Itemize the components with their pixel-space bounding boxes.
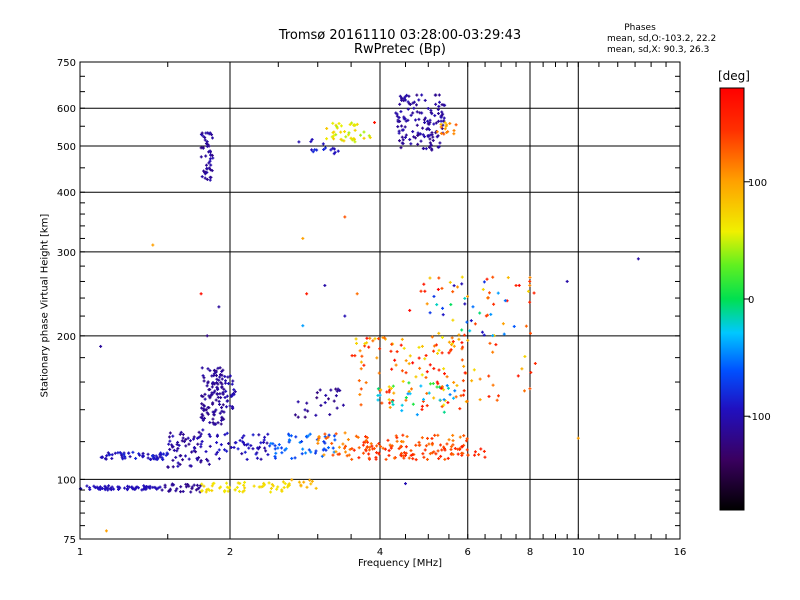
axis-ticks: 1 2 4 6 8 10 16 75 100 200 300 400 500 600 750 (57, 58, 686, 558)
colorbar (719, 87, 745, 511)
x-tick-label-1: 2 (227, 547, 233, 558)
phases-title: Phases (624, 23, 656, 33)
colorbar-tick-label-1: 0 (748, 295, 754, 306)
y-tick-label-0: 75 (63, 535, 76, 546)
plot-grid (80, 62, 680, 539)
y-tick-label-6: 600 (57, 104, 76, 115)
chart-title: Tromsø 20161110 03:28:00-03:29:43 (278, 28, 522, 43)
colorbar-tick-label-0: 100 (748, 178, 767, 189)
x-tick-label-4: 8 (527, 547, 533, 558)
y-tick-label-1: 100 (57, 475, 76, 486)
x-tick-label-5: 10 (572, 547, 585, 558)
colorbar-ticks: 100 0 -100 (744, 178, 771, 423)
phase-stat-o: mean, sd,O:-103.2, 22.2 (607, 34, 717, 44)
y-tick-label-4: 400 (57, 188, 76, 199)
y-tick-label-3: 300 (57, 248, 76, 259)
x-tick-label-6: 16 (674, 547, 687, 558)
colorbar-tick-label-2: -100 (748, 412, 771, 423)
y-tick-label-5: 500 (57, 142, 76, 153)
data-points (78, 93, 640, 533)
x-axis-label: Frequency [MHz] (357, 558, 443, 569)
phase-stat-x: mean, sd,X: 90.3, 26.3 (607, 45, 710, 55)
x-tick-label-3: 6 (465, 547, 471, 558)
y-tick-label-2: 200 (57, 332, 76, 343)
y-tick-label-7: 750 (57, 58, 76, 69)
colorbar-unit: [deg] (718, 69, 750, 83)
x-tick-label-0: 1 (77, 547, 83, 558)
x-tick-label-2: 4 (377, 547, 383, 558)
chart-subtitle: RwPretec (Bp) (353, 42, 447, 57)
